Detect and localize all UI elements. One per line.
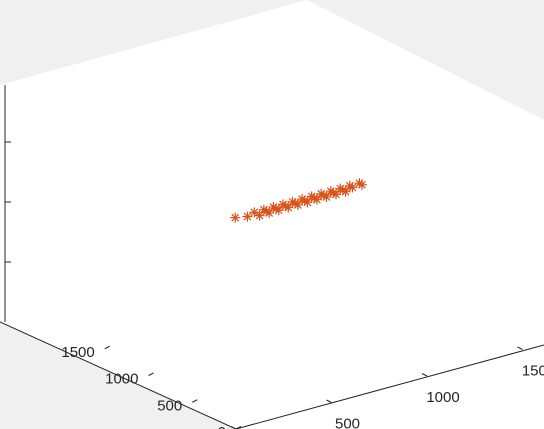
y-tick-labels: 0 500 1000 1500 <box>61 344 226 429</box>
x-axis-line <box>235 344 544 429</box>
data-markers <box>230 178 368 223</box>
x-tick <box>421 373 428 377</box>
data-point <box>354 178 365 189</box>
y-tick-label: 1500 <box>61 344 94 361</box>
y-axis-line <box>0 321 237 429</box>
x-tick <box>326 399 332 403</box>
y-tick-label: 1000 <box>105 371 138 388</box>
x-tick-labels: 050010001500 <box>335 363 544 429</box>
x-tick-label: 500 <box>335 416 360 429</box>
data-point <box>340 186 351 197</box>
y-tick-label: 500 <box>157 397 182 414</box>
data-point <box>347 182 358 193</box>
data-point <box>273 205 284 216</box>
data-point <box>302 197 313 208</box>
y-tick <box>148 372 154 376</box>
data-point <box>311 194 322 205</box>
y-tick <box>192 399 198 403</box>
x-tick-label: 1000 <box>426 389 459 406</box>
y-tick-label: 0 <box>218 424 226 429</box>
data-point <box>321 192 332 203</box>
x-tick-label: 1500 <box>522 363 544 380</box>
data-point <box>292 199 303 210</box>
y-tick <box>104 345 110 350</box>
x-tick <box>517 346 523 350</box>
data-point <box>249 207 260 218</box>
data-point <box>242 211 253 222</box>
data-point <box>254 210 265 221</box>
data-point <box>283 202 294 213</box>
data-point <box>230 212 241 223</box>
data-point <box>264 207 275 218</box>
data-point <box>331 189 341 200</box>
